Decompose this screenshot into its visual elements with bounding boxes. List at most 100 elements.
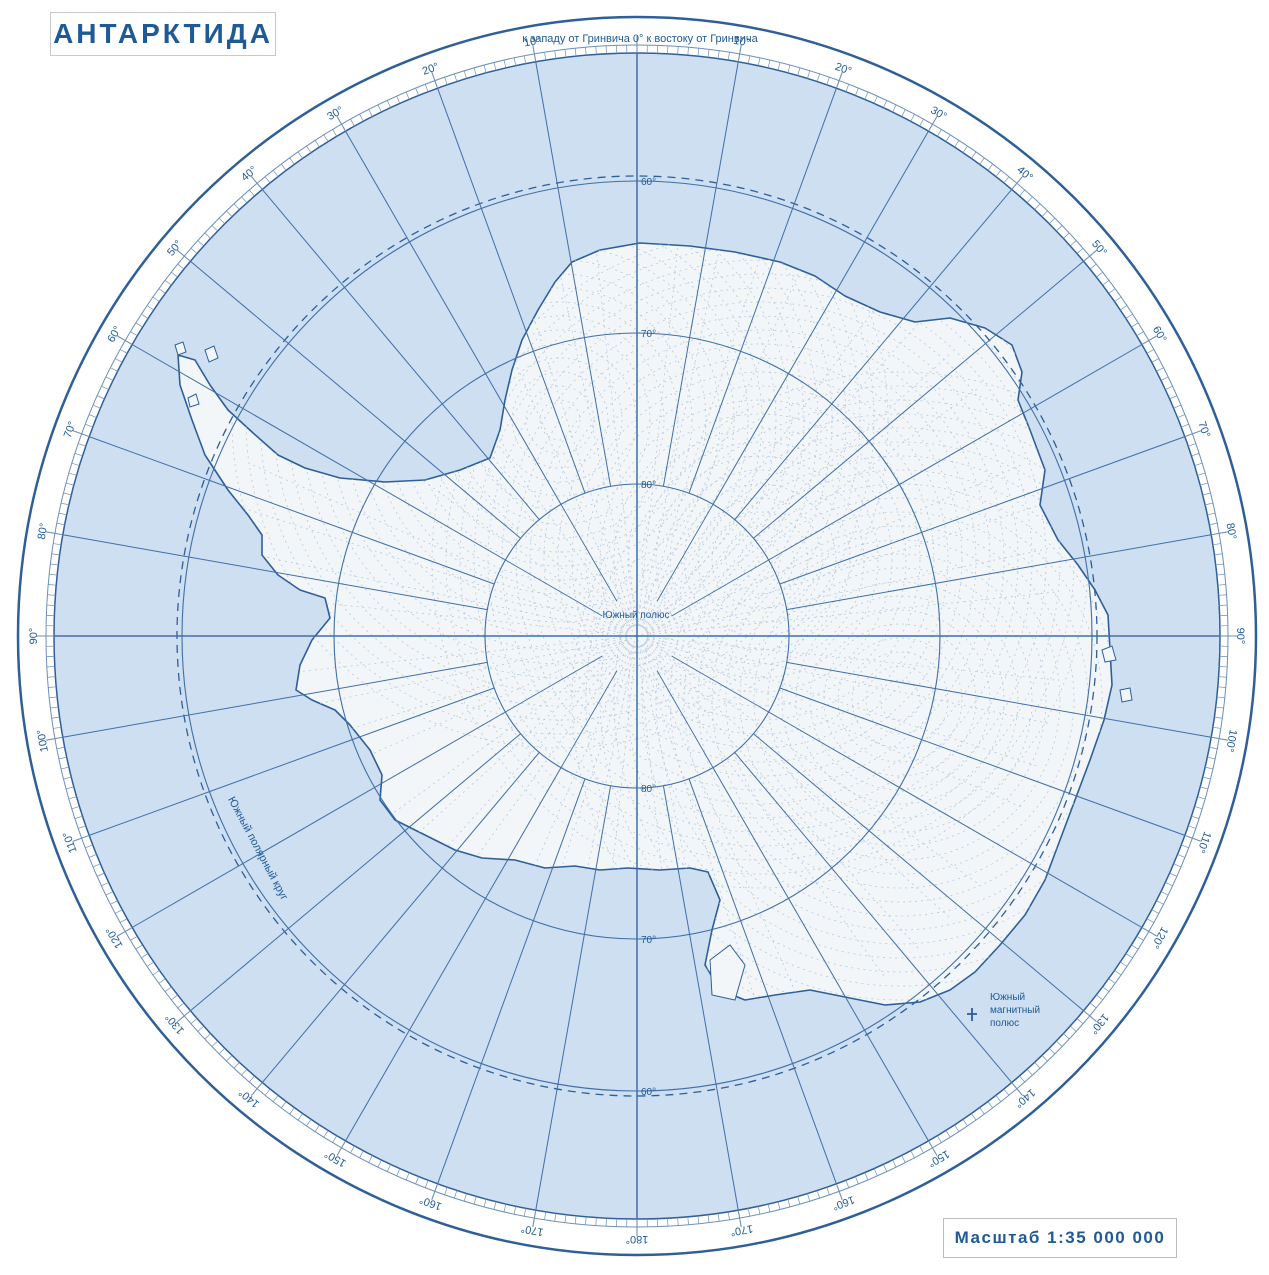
south-magnetic-pole-marker bbox=[967, 1008, 977, 1021]
rim-tick bbox=[1218, 594, 1227, 596]
rim-tick bbox=[1114, 970, 1122, 976]
ice-flow-line bbox=[219, 591, 628, 636]
rim-tick bbox=[49, 573, 58, 576]
rim-tick bbox=[66, 482, 74, 486]
rim-tick bbox=[78, 443, 86, 447]
rim-tick bbox=[493, 1201, 497, 1210]
longitude-label: 90° bbox=[1234, 628, 1246, 645]
rim-tick bbox=[110, 900, 118, 905]
rim-tick bbox=[1063, 1033, 1070, 1040]
rim-tick bbox=[61, 502, 70, 506]
rim-tick bbox=[697, 48, 700, 57]
longitude-label: 10° bbox=[732, 35, 750, 50]
ice-contour bbox=[245, 243, 875, 735]
rim-tick bbox=[1156, 900, 1164, 905]
meridian-70 bbox=[779, 436, 1186, 585]
ice-flow-line bbox=[296, 641, 630, 884]
rim-tick bbox=[835, 1183, 843, 1201]
rim-tick bbox=[249, 189, 255, 197]
latitude-label: 70° bbox=[641, 935, 656, 946]
ice-contour bbox=[851, 651, 949, 749]
map-scale: Масштаб 1:35 000 000 bbox=[954, 1228, 1166, 1247]
ice-contour bbox=[515, 315, 1005, 805]
rim-tick bbox=[1151, 909, 1159, 914]
rim-tick bbox=[117, 927, 133, 937]
rim-tick bbox=[1197, 472, 1206, 476]
latitude-label: 60° bbox=[641, 1087, 656, 1098]
ice-flow-line bbox=[646, 591, 1055, 636]
ice-contour bbox=[781, 581, 1019, 819]
rim-tick bbox=[845, 1180, 850, 1188]
rim-tick bbox=[197, 240, 204, 247]
rim-tick bbox=[1019, 1075, 1025, 1083]
ice-flow-line bbox=[637, 645, 682, 1005]
rim-tick bbox=[74, 815, 83, 819]
rim-tick bbox=[864, 1172, 869, 1181]
rim-tick bbox=[46, 736, 63, 741]
meridian-300 bbox=[131, 344, 506, 561]
rim-tick bbox=[58, 756, 67, 760]
rim-tick bbox=[1003, 1088, 1010, 1096]
ice-flow-line bbox=[465, 252, 634, 628]
meridian-inner-240 bbox=[505, 655, 603, 713]
rim-tick bbox=[971, 151, 977, 159]
ice-contour bbox=[627, 427, 893, 693]
rim-tick bbox=[1089, 263, 1097, 270]
rim-tick bbox=[96, 872, 105, 877]
rim-tick bbox=[1217, 686, 1226, 688]
ice-contour bbox=[809, 609, 991, 791]
meridian-inner-30 bbox=[656, 504, 714, 602]
ice-contour bbox=[627, 427, 1112, 973]
rim-tick bbox=[883, 100, 888, 108]
ice-flow-line bbox=[549, 645, 636, 1005]
rim-tick bbox=[1215, 706, 1224, 709]
rim-tick bbox=[51, 553, 60, 556]
ice-flow-line bbox=[389, 295, 632, 629]
rim-tick bbox=[1011, 176, 1024, 190]
rim-tick bbox=[910, 1150, 915, 1158]
rim-tick bbox=[1214, 716, 1223, 719]
rim-tick bbox=[1083, 1010, 1097, 1023]
meridian-310 bbox=[190, 260, 521, 539]
rim-tick bbox=[473, 1196, 477, 1205]
magnetic-pole-label-line: полюс bbox=[990, 1018, 1019, 1029]
rim-tick bbox=[297, 151, 303, 159]
ice-flow-line bbox=[642, 643, 885, 977]
ice-contour bbox=[399, 259, 721, 581]
rim-tick bbox=[1076, 248, 1084, 254]
rim-tick bbox=[368, 1155, 373, 1163]
rim-tick bbox=[272, 170, 279, 177]
rim-tick bbox=[47, 594, 56, 596]
meridian-340 bbox=[437, 87, 586, 494]
rim-tick bbox=[787, 65, 791, 73]
magnetic-pole-label-line: магнитный bbox=[990, 1005, 1040, 1016]
rim-tick bbox=[386, 100, 391, 108]
ice-flow-line bbox=[646, 638, 1037, 767]
rim-tick bbox=[1204, 766, 1213, 770]
rim-tick bbox=[368, 109, 373, 117]
meridian-170 bbox=[662, 785, 739, 1211]
rim-tick bbox=[1160, 376, 1169, 381]
ice-contour bbox=[529, 329, 991, 791]
rim-tick bbox=[727, 52, 730, 61]
rim-tick bbox=[707, 49, 710, 58]
magnetic-pole-label-line: Южный bbox=[990, 992, 1025, 1003]
rim-tick bbox=[85, 423, 93, 428]
ice-contour bbox=[739, 539, 781, 581]
ice-contour bbox=[371, 243, 749, 609]
ice-contour bbox=[669, 469, 1112, 931]
rim-tick bbox=[119, 349, 128, 354]
longitude-label: 170° bbox=[729, 1222, 754, 1238]
rim-tick bbox=[1041, 210, 1048, 217]
rim-tick bbox=[51, 716, 60, 719]
rim-tick bbox=[1160, 891, 1169, 896]
rim-tick bbox=[564, 1214, 567, 1223]
rim-tick bbox=[72, 834, 90, 842]
longitude-label: 90° bbox=[28, 628, 40, 645]
rim-tick bbox=[585, 1216, 587, 1225]
rim-tick bbox=[787, 1199, 791, 1207]
rim-tick bbox=[564, 49, 567, 58]
rim-tick bbox=[1173, 863, 1182, 868]
ice-contour bbox=[725, 525, 1075, 875]
